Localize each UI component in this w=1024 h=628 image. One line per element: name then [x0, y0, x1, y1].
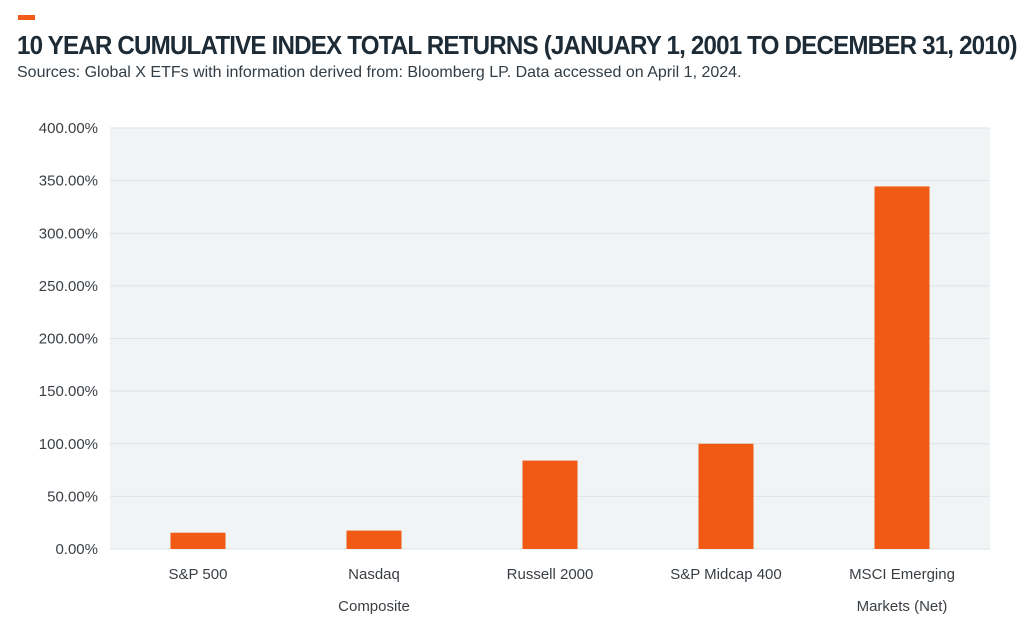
y-tick-label: 350.00% — [39, 173, 98, 190]
x-category-label: MSCI Emerging — [849, 566, 955, 583]
bar — [874, 186, 930, 549]
y-tick-label: 50.00% — [47, 488, 98, 505]
y-tick-label: 0.00% — [55, 541, 98, 558]
x-category-label: Markets (Net) — [857, 598, 948, 615]
x-category-label: Russell 2000 — [507, 566, 594, 583]
bar — [346, 530, 402, 549]
y-tick-label: 100.00% — [39, 436, 98, 453]
y-tick-label: 200.00% — [39, 331, 98, 348]
x-category-label: S&P Midcap 400 — [670, 566, 781, 583]
y-tick-label: 150.00% — [39, 383, 98, 400]
chart-subtitle: Sources: Global X ETFs with information … — [17, 64, 742, 81]
bar — [698, 443, 754, 549]
y-tick-label: 400.00% — [39, 120, 98, 137]
y-tick-label: 300.00% — [39, 225, 98, 242]
bar — [522, 460, 578, 549]
gridlines — [110, 127, 990, 550]
y-tick-label: 250.00% — [39, 278, 98, 295]
chart-title: 10 YEAR CUMULATIVE INDEX TOTAL RETURNS (… — [17, 30, 1018, 60]
accent-bar — [18, 15, 35, 20]
x-category-label: S&P 500 — [169, 566, 228, 583]
bar — [170, 532, 226, 549]
bars — [170, 186, 930, 549]
x-category-label: Composite — [338, 598, 410, 615]
y-axis-tick-labels: 0.00% 50.00% 100.00% 150.00% 200.00% 250.00% 3… — [39, 120, 98, 558]
x-category-label: Nasdaq — [348, 566, 400, 583]
x-axis-category-labels: S&P 500 Nasdaq Composite Russell 2000 S&P Mi… — [169, 566, 955, 615]
